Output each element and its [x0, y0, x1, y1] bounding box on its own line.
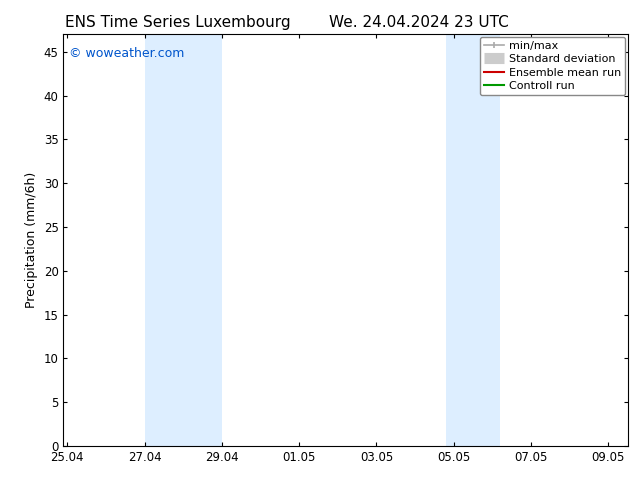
Bar [145, 34, 222, 446]
Legend: min/max, Standard deviation, Ensemble mean run, Controll run: min/max, Standard deviation, Ensemble me… [480, 37, 625, 96]
Text: ENS Time Series Luxembourg: ENS Time Series Luxembourg [65, 15, 290, 30]
Text: © woweather.com: © woweather.com [69, 47, 184, 60]
Y-axis label: Precipitation (mm/6h): Precipitation (mm/6h) [25, 172, 38, 308]
Bar [446, 34, 500, 446]
Text: We. 24.04.2024 23 UTC: We. 24.04.2024 23 UTC [328, 15, 508, 30]
